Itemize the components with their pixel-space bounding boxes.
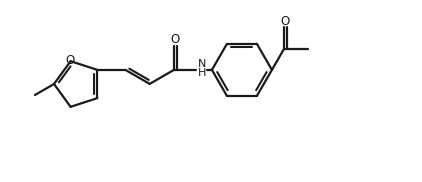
Text: O: O [280,15,289,28]
Text: N
H: N H [198,59,206,78]
Text: O: O [65,54,74,67]
Text: O: O [170,33,179,46]
